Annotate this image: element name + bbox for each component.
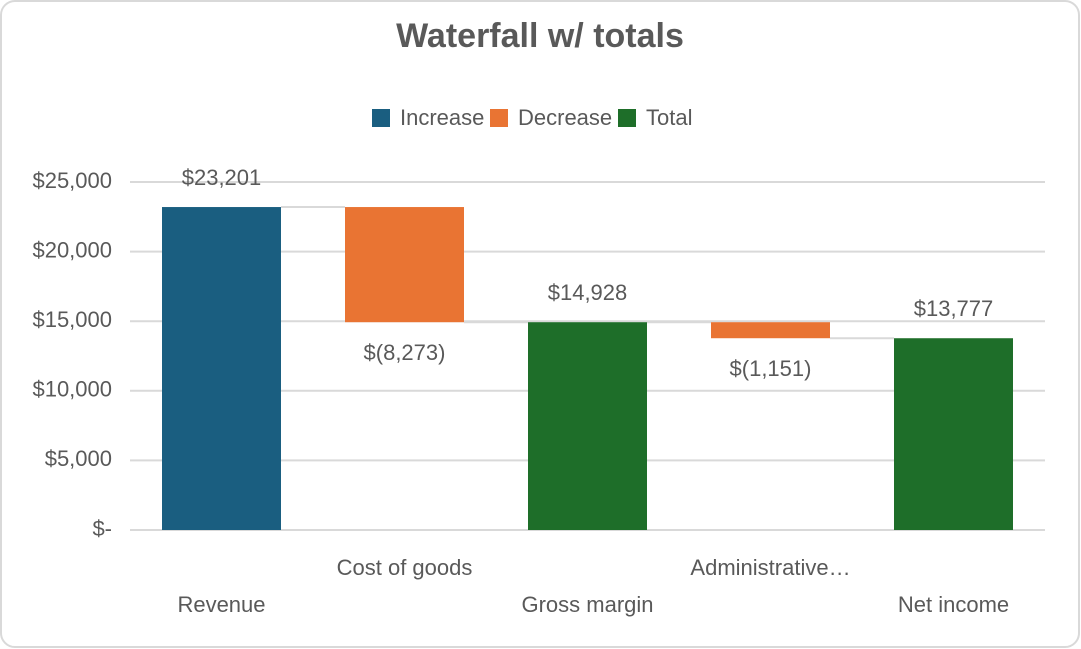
legend-swatch — [372, 109, 390, 127]
y-tick-label: $25,000 — [32, 168, 112, 193]
x-tick-label: Cost of goods — [337, 555, 473, 580]
chart-title: Waterfall w/ totals — [396, 17, 684, 55]
legend-swatch — [490, 109, 508, 127]
legend-label: Total — [646, 105, 692, 130]
y-tick-label: $- — [92, 516, 112, 541]
y-tick-label: $15,000 — [32, 307, 112, 332]
x-tick-label: Revenue — [177, 592, 265, 617]
y-tick-label: $5,000 — [45, 446, 112, 471]
legend-label: Increase — [400, 105, 484, 130]
legend-label: Decrease — [518, 105, 612, 130]
x-tick-label: Net income — [898, 592, 1009, 617]
value-label: $(8,273) — [364, 340, 446, 365]
y-tick-label: $10,000 — [32, 377, 112, 402]
value-label: $23,201 — [182, 165, 262, 190]
bar — [894, 338, 1013, 530]
bar — [711, 322, 830, 339]
y-tick-label: $20,000 — [32, 237, 112, 262]
x-tick-label: Administrative… — [690, 555, 850, 580]
value-label: $(1,151) — [730, 356, 812, 381]
value-label: $14,928 — [548, 280, 628, 305]
bar — [162, 207, 281, 530]
x-tick-label: Gross margin — [521, 592, 653, 617]
bar — [528, 322, 647, 530]
legend-swatch — [618, 109, 636, 127]
bar — [345, 207, 464, 323]
value-label: $13,777 — [914, 296, 994, 321]
